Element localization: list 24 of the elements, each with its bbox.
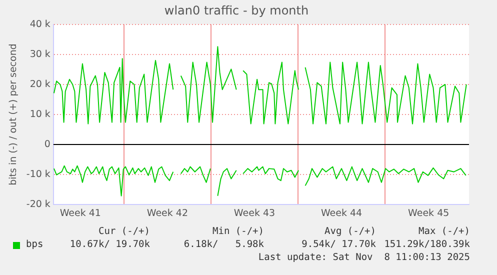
x-tick-label: Week 41 bbox=[60, 208, 101, 219]
text: 6.18k/ 5.98k bbox=[184, 239, 264, 250]
text: 9.54k/ 17.70k bbox=[302, 239, 376, 250]
legend-label: bps bbox=[26, 239, 44, 250]
y-tick-label: 30 k bbox=[30, 48, 51, 60]
x-tick-label: Week 45 bbox=[408, 208, 450, 219]
text: Cur (-/+) bbox=[98, 226, 150, 237]
text: Avg (-/+) bbox=[324, 226, 376, 237]
y-tick-label: -10 k bbox=[26, 169, 51, 180]
x-tick-label: Week 44 bbox=[320, 208, 362, 219]
y-tick-label: -20 k bbox=[26, 199, 51, 210]
y-tick-label: 20 k bbox=[30, 78, 51, 90]
y-axis-title: bits in (-) / out (+) per second bbox=[8, 44, 20, 186]
y-tick-label: 0 bbox=[44, 139, 50, 150]
text: Max (-/+) bbox=[418, 226, 470, 237]
text: Last update: Sat Nov 8 11:00:13 2025 bbox=[258, 252, 470, 263]
text: 151.29k/180.39k bbox=[384, 239, 470, 250]
text: Min (-/+) bbox=[212, 226, 264, 237]
x-tick-label: Week 42 bbox=[146, 208, 188, 219]
x-tick-label: Week 43 bbox=[234, 208, 276, 219]
y-tick-label: 10 k bbox=[30, 108, 51, 120]
chart-title: wlan0 traffic - by month bbox=[164, 3, 309, 18]
y-tick-label: 40 k bbox=[30, 18, 51, 30]
text: 10.67k/ 19.70k bbox=[70, 239, 150, 250]
